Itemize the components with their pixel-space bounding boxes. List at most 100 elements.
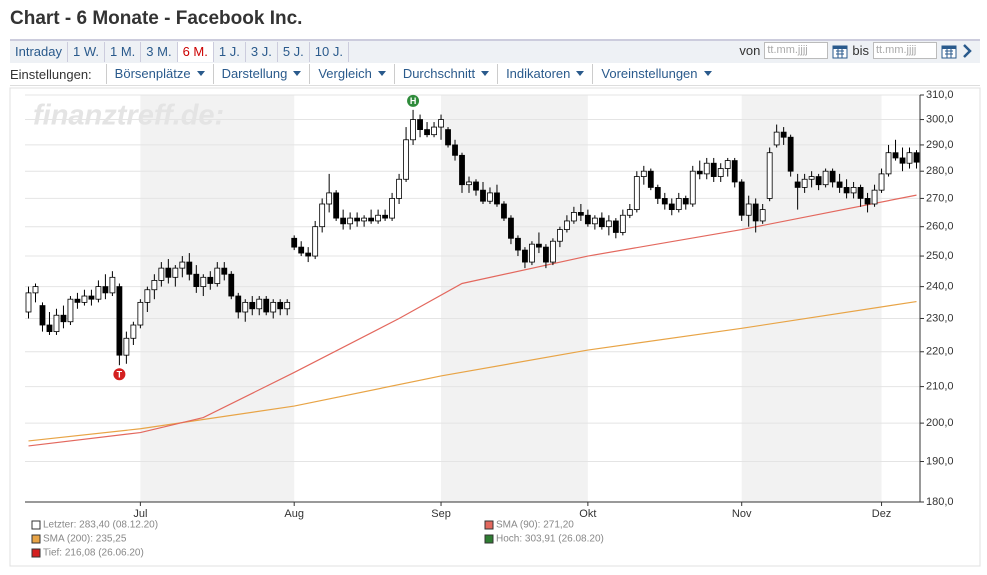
candle-body	[165, 267, 172, 278]
menu-dropdown[interactable]: Vergleich	[309, 64, 393, 84]
range-tab[interactable]: 3 M.	[141, 42, 178, 62]
range-tab[interactable]: 3 J.	[246, 42, 278, 62]
candle-body	[158, 267, 165, 281]
menu-dropdown[interactable]: Voreinstellungen	[592, 64, 719, 84]
calendar-icon[interactable]	[832, 43, 848, 59]
candle-body	[60, 314, 67, 323]
y-tick-label: 240,0	[926, 281, 954, 293]
candle-body	[529, 243, 535, 263]
candle-body	[584, 214, 591, 225]
date-range: von tt.mm.jjjj bis tt.mm.jjjj	[739, 42, 973, 59]
y-tick-label: 300,0	[926, 113, 954, 125]
candle-body	[710, 162, 717, 177]
bis-label: bis	[852, 43, 869, 58]
range-tab[interactable]: 1 M.	[105, 42, 142, 62]
candle-body	[570, 212, 577, 222]
candle-body	[850, 187, 857, 194]
range-tab[interactable]: Intraday	[10, 42, 68, 62]
candle-body	[46, 324, 53, 333]
candle-body	[333, 192, 340, 219]
candle-body	[375, 214, 382, 222]
candle-body	[773, 131, 780, 146]
candle-body	[123, 337, 130, 356]
candle-body	[759, 209, 766, 222]
settings-label: Einstellungen:	[10, 66, 92, 82]
chart-frame	[9, 87, 981, 567]
candle-body	[661, 198, 668, 205]
menu-dropdown[interactable]: Durchschnitt	[393, 64, 497, 84]
candle-body	[130, 324, 137, 339]
candle-body	[543, 246, 549, 263]
candle-body	[88, 295, 95, 300]
x-tick-label: Dez	[872, 508, 892, 520]
candle-body	[144, 289, 151, 303]
candle-body	[424, 129, 430, 136]
x-tick-label: Nov	[732, 508, 752, 520]
candle-body	[829, 170, 836, 183]
candle-body	[843, 187, 850, 194]
candle-body	[508, 217, 514, 239]
candle-body	[25, 292, 32, 313]
candle-body	[116, 286, 123, 356]
candle-body	[913, 152, 920, 163]
candle-body	[605, 220, 612, 228]
candle-body	[256, 298, 263, 310]
y-tick-label: 310,0	[926, 89, 954, 101]
candle-body	[857, 187, 864, 199]
candle-body	[480, 189, 486, 202]
von-input[interactable]: tt.mm.jjjj	[764, 42, 829, 59]
candle-body	[417, 119, 423, 130]
month-shade	[140, 95, 295, 502]
candle-body	[494, 192, 500, 205]
candle-body	[899, 157, 906, 164]
candle-body	[431, 126, 437, 136]
candle-body	[347, 217, 354, 225]
range-tab[interactable]: 5 J.	[278, 42, 310, 62]
candle-body	[270, 301, 277, 313]
candle-body	[74, 298, 81, 303]
menu-dropdown[interactable]: Darstellung	[212, 64, 310, 84]
bis-input[interactable]: tt.mm.jjjj	[873, 42, 937, 59]
candle-body	[452, 144, 458, 156]
candle-body	[473, 181, 479, 191]
page-title: Chart - 6 Monate - Facebook Inc.	[10, 8, 303, 29]
legend-label: Letzter: 283,40 (08.12.20)	[43, 520, 158, 531]
candle-body	[675, 198, 682, 211]
candle-body	[305, 252, 312, 257]
candle-body	[249, 301, 256, 310]
candle-body	[780, 131, 787, 138]
candle-body	[95, 286, 102, 300]
watermark: finanztreff.de:	[33, 100, 224, 132]
menu-dropdown[interactable]: Börsenplätze	[105, 64, 213, 84]
candle-body	[172, 267, 179, 278]
go-arrow[interactable]	[961, 43, 973, 59]
menu-dropdown[interactable]: Indikatoren	[497, 64, 592, 84]
candle-body	[326, 192, 333, 205]
candle-body	[186, 261, 193, 275]
candle-body	[640, 170, 647, 177]
candle-body	[626, 209, 633, 216]
range-tab[interactable]: 10 J.	[310, 42, 349, 62]
candle-body	[67, 298, 74, 323]
candle-body	[81, 295, 88, 303]
candle-body	[717, 168, 724, 177]
candle-body	[563, 220, 570, 230]
y-tick-label: 220,0	[926, 346, 954, 358]
range-tab[interactable]: 1 W.	[68, 42, 105, 62]
candle-body	[731, 160, 738, 183]
candle-body	[822, 170, 829, 186]
candle-body	[228, 273, 235, 297]
candle-body	[403, 139, 409, 180]
y-tick-label: 260,0	[926, 221, 954, 233]
candle-body	[696, 170, 703, 175]
candle-body	[200, 276, 207, 288]
candle-body	[214, 267, 221, 284]
x-tick-label: Aug	[284, 508, 304, 520]
candle-body	[102, 286, 109, 294]
candle-body	[242, 301, 249, 313]
range-tab[interactable]: 1 J.	[214, 42, 246, 62]
candle-body	[633, 176, 640, 211]
range-tab[interactable]: 6 M.	[177, 42, 214, 62]
extreme-marker	[113, 368, 126, 381]
calendar-icon[interactable]	[941, 43, 957, 59]
